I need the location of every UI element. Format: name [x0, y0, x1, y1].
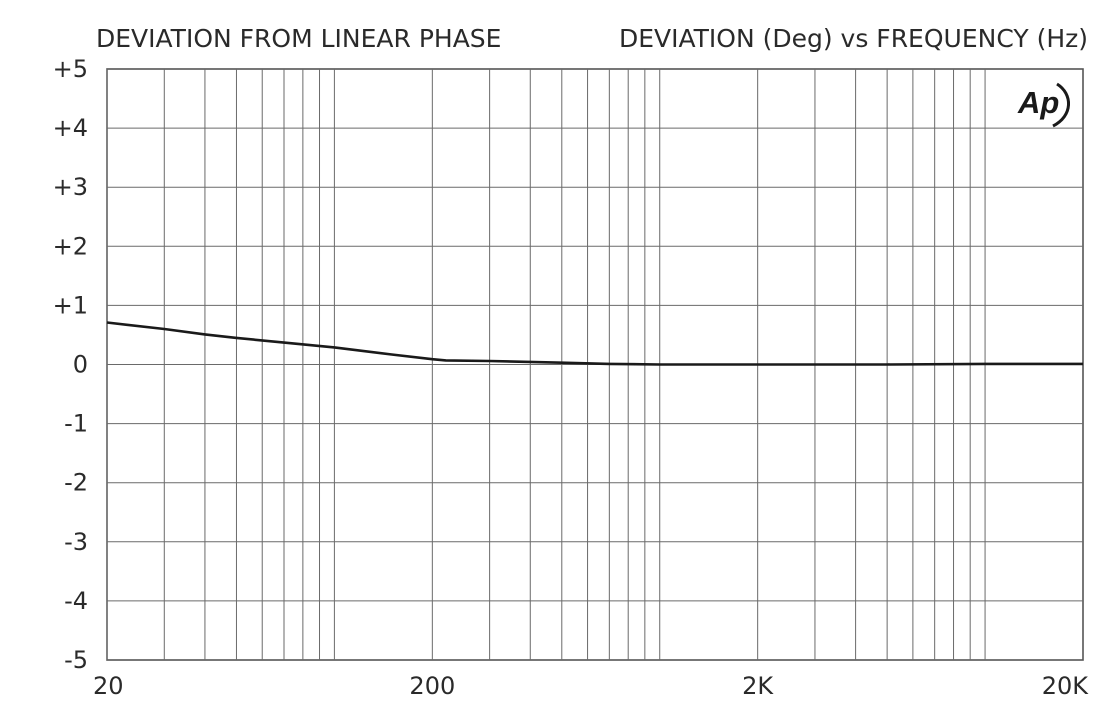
y-tick-label: -3: [64, 528, 88, 556]
y-tick-label: 0: [73, 351, 88, 379]
phase-deviation-line: [106, 321, 1083, 366]
ap-logo-text: Ap: [1017, 85, 1059, 120]
y-tick-label: -5: [64, 646, 88, 674]
y-tick-label: +2: [53, 232, 88, 260]
y-tick-label: -4: [64, 587, 88, 615]
x-tick-label: 2K: [742, 672, 774, 700]
series-layer: [106, 321, 1083, 366]
grid: [106, 69, 1083, 660]
axis-labels: +5 +4 +3 +2 +1 0 -1 -2 -3 -4 -520 200 2K 20K: [53, 55, 1090, 700]
y-tick-label: -1: [64, 410, 88, 438]
y-tick-label: +5: [53, 55, 88, 83]
ap-logo: Ap: [1017, 82, 1070, 128]
ap-logo-swoosh: [1052, 82, 1070, 128]
x-tick-label: 20K: [1042, 672, 1090, 700]
y-tick-label: +3: [53, 173, 88, 201]
x-tick-label: 200: [409, 672, 455, 700]
chart-subtitle: DEVIATION (Deg) vs FREQUENCY (Hz): [618, 24, 1088, 53]
y-tick-label: +1: [53, 291, 88, 319]
x-tick-label: 20: [93, 672, 124, 700]
y-tick-label: -2: [64, 469, 88, 497]
chart-title: DEVIATION FROM LINEAR PHASE: [96, 24, 502, 53]
y-tick-label: +4: [53, 114, 88, 142]
